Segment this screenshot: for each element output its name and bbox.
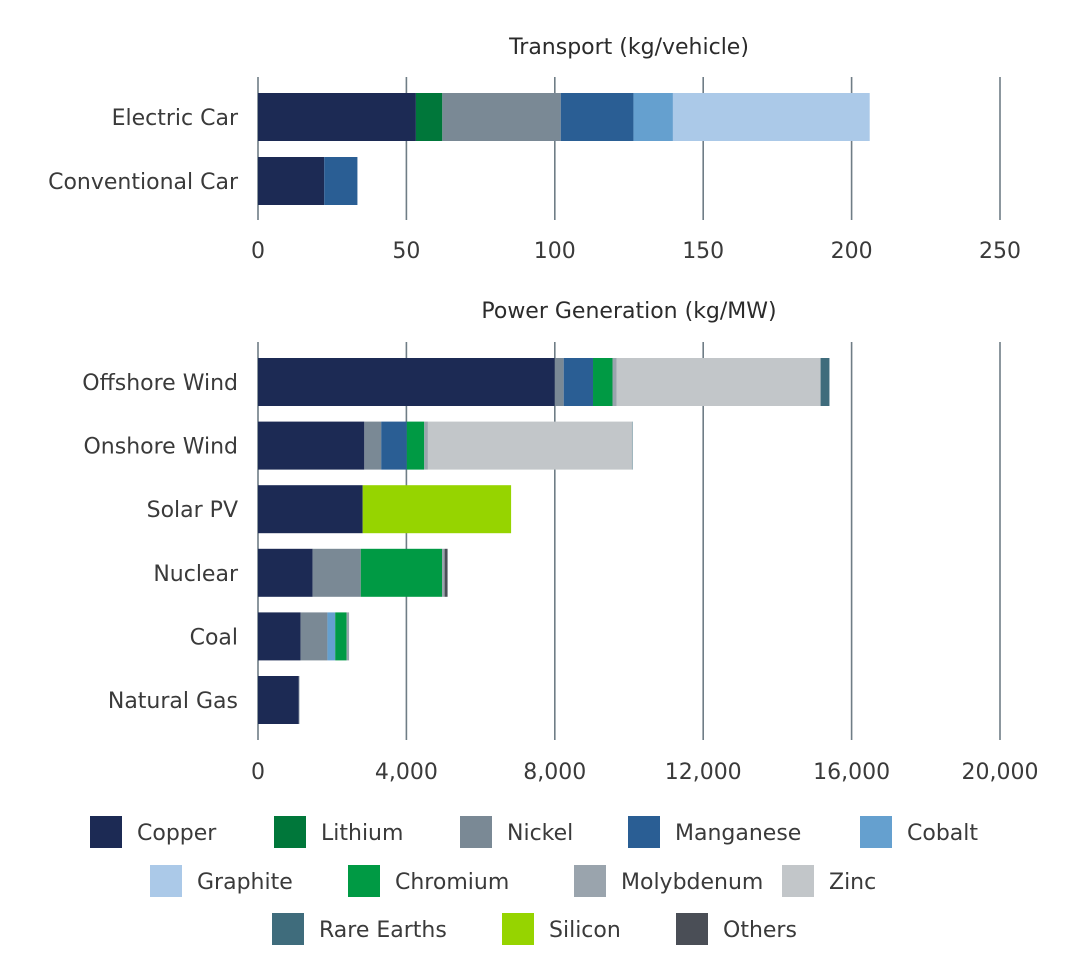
bar-coal-molybdenum: [346, 612, 350, 661]
x-tick-label: 12,000: [665, 760, 742, 785]
legend-swatch-lithium: [274, 816, 306, 848]
category-label: Offshore Wind: [82, 371, 238, 396]
legend-label-lithium: Lithium: [321, 821, 403, 846]
legend-label-cobalt: Cobalt: [907, 821, 978, 846]
power-generation-panel: Power Generation (kg/MW) 0 4,000 8,000 12,00…: [82, 299, 1038, 785]
legend-swatch-cobalt: [860, 816, 892, 848]
bar-electric-car-nickel: [442, 93, 561, 141]
bar-electric-car-manganese: [560, 93, 634, 141]
category-label: Electric Car: [112, 106, 239, 131]
legend-swatch-nickel: [460, 816, 492, 848]
x-tick-label: 200: [831, 239, 873, 264]
bar-nuclear-molybdenum: [442, 548, 445, 597]
x-tick-label: 4,000: [375, 760, 438, 785]
chart-title: Transport (kg/vehicle): [508, 35, 749, 60]
bar-nuclear-nickel: [312, 548, 361, 597]
x-tick-label: 8,000: [523, 760, 586, 785]
legend: Copper Lithium Nickel Manganese Cobalt Graphi…: [90, 816, 978, 945]
legend-swatch-manganese: [628, 816, 660, 848]
chart-title: Power Generation (kg/MW): [481, 299, 776, 324]
bar-electric-car-lithium: [415, 93, 443, 141]
bar-coal-chromium: [335, 612, 347, 661]
bar-coal-nickel: [300, 612, 328, 661]
x-tick-label: 250: [979, 239, 1021, 264]
bar-onshore-wind-rare-earths: [631, 421, 633, 470]
bar-offshore-wind-zinc: [616, 358, 821, 406]
legend-label-others: Others: [723, 918, 797, 943]
bar-solar-pv-silicon: [362, 485, 512, 534]
legend-label-graphite: Graphite: [197, 870, 293, 895]
category-label: Nuclear: [153, 562, 239, 587]
legend-swatch-others: [676, 913, 708, 945]
legend-label-chromium: Chromium: [395, 870, 509, 895]
legend-swatch-rare-earths: [272, 913, 304, 945]
bar-coal-cobalt: [327, 612, 336, 661]
legend-label-rare-earths: Rare Earths: [319, 918, 447, 943]
category-label: Conventional Car: [48, 170, 239, 195]
legend-label-copper: Copper: [137, 821, 217, 846]
bar-nuclear-copper: [258, 548, 313, 597]
bar-conventional-car-copper: [258, 157, 325, 205]
bar-solar-pv-copper: [258, 485, 363, 534]
category-label: Solar PV: [147, 498, 238, 523]
transport-panel: Transport (kg/vehicle) 0 50 100 150 200 250 Ele…: [48, 35, 1021, 264]
bar-natural-gas-nickel: [298, 676, 300, 724]
legend-label-silicon: Silicon: [549, 918, 621, 943]
bar-conventional-car-manganese: [324, 157, 358, 205]
legend-swatch-molybdenum: [574, 865, 606, 897]
category-label: Coal: [190, 625, 238, 650]
bar-offshore-wind-molybdenum: [612, 358, 617, 406]
bar-offshore-wind-nickel: [554, 358, 564, 406]
legend-swatch-copper: [90, 816, 122, 848]
legend-label-nickel: Nickel: [507, 821, 573, 846]
bar-nuclear-others: [444, 548, 448, 597]
bar-onshore-wind-nickel: [364, 421, 382, 470]
category-label: Onshore Wind: [83, 435, 238, 460]
bar-nuclear-chromium: [360, 548, 443, 597]
legend-swatch-graphite: [150, 865, 182, 897]
bar-offshore-wind-manganese: [563, 358, 594, 406]
bar-onshore-wind-molybdenum: [424, 421, 428, 470]
bar-natural-gas-copper: [258, 676, 299, 724]
legend-swatch-zinc: [782, 865, 814, 897]
x-tick-label: 16,000: [813, 760, 890, 785]
bar-offshore-wind-rare-earths: [820, 358, 830, 406]
legend-label-manganese: Manganese: [675, 821, 801, 846]
bar-electric-car-copper: [258, 93, 416, 141]
legend-label-molybdenum: Molybdenum: [621, 870, 763, 895]
legend-label-zinc: Zinc: [829, 870, 876, 895]
x-tick-label: 150: [682, 239, 724, 264]
bar-onshore-wind-zinc: [427, 421, 632, 470]
bar-onshore-wind-chromium: [406, 421, 425, 470]
x-tick-label: 0: [251, 239, 265, 264]
x-tick-label: 0: [251, 760, 265, 785]
category-label: Natural Gas: [108, 689, 238, 714]
x-tick-label: 100: [534, 239, 576, 264]
bar-onshore-wind-manganese: [381, 421, 407, 470]
bar-electric-car-graphite: [672, 93, 870, 141]
bar-onshore-wind-copper: [258, 421, 365, 470]
legend-swatch-chromium: [348, 865, 380, 897]
bar-offshore-wind-chromium: [593, 358, 613, 406]
bar-electric-car-cobalt: [633, 93, 673, 141]
x-tick-label: 50: [392, 239, 420, 264]
x-tick-label: 20,000: [962, 760, 1039, 785]
bar-coal-copper: [258, 612, 301, 661]
legend-swatch-silicon: [502, 913, 534, 945]
bar-offshore-wind-copper: [258, 358, 555, 406]
